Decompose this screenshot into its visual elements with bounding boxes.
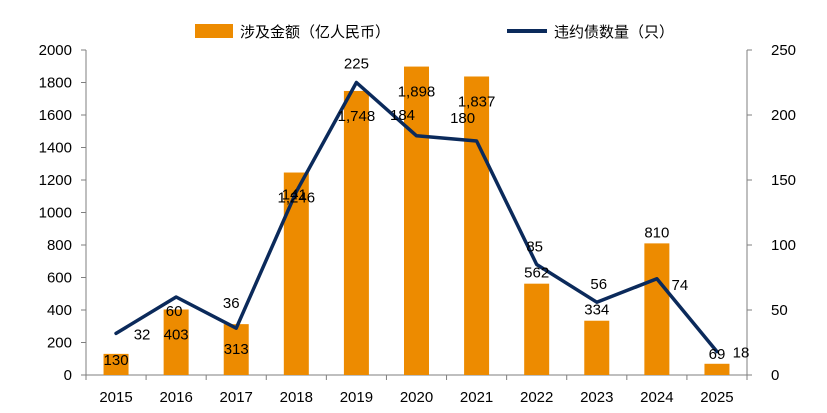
line-data-label: 60 — [166, 303, 183, 320]
line-data-label: 18 — [733, 345, 750, 362]
bar — [644, 243, 670, 375]
data-labels: 130 403 313 1,246 1,748 1,898 1,837 562 334 810 69… — [104, 56, 750, 370]
x-tick-label: 2020 — [400, 389, 433, 406]
legend: 涉及金额（亿人民币） 违约债数量（只） — [195, 23, 674, 41]
x-tick-label: 2023 — [580, 389, 613, 406]
left-tick-label: 800 — [47, 237, 72, 254]
bar — [163, 309, 189, 375]
right-tick-label: 100 — [771, 237, 796, 254]
bar — [584, 320, 610, 375]
x-tick-label: 2017 — [220, 389, 253, 406]
x-tick-label: 2016 — [159, 389, 192, 406]
x-tick-label: 2024 — [640, 389, 673, 406]
right-tick-label: 150 — [771, 172, 796, 189]
bar-data-label: 403 — [164, 327, 189, 344]
right-tick-label: 250 — [771, 42, 796, 59]
left-tick-label: 1600 — [39, 107, 72, 124]
left-tick-label: 0 — [64, 367, 72, 384]
x-tick-label: 2018 — [280, 389, 313, 406]
axes: 0 200 400 600 800 1000 1200 1400 1600 1800 2000 0 50… — [39, 42, 796, 406]
legend-label-count: 违约债数量（只） — [554, 23, 674, 41]
left-tick-label: 2000 — [39, 42, 72, 59]
bar — [404, 66, 429, 375]
bar-data-label: 313 — [224, 341, 249, 358]
left-tick-label: 200 — [47, 335, 72, 352]
left-tick-label: 1200 — [39, 172, 72, 189]
bar-series — [103, 66, 730, 376]
line-data-label: 36 — [223, 295, 240, 312]
legend-swatch-amount — [195, 24, 233, 38]
right-tick-label: 0 — [771, 367, 779, 384]
count-line — [114, 80, 719, 354]
bar — [343, 90, 369, 375]
bar-data-label: 1,837 — [458, 93, 496, 110]
bar-data-label: 69 — [709, 346, 726, 363]
x-tick-label: 2019 — [340, 389, 373, 406]
left-tick-label: 600 — [47, 270, 72, 287]
bar — [283, 172, 309, 375]
left-tick-label: 1000 — [39, 205, 72, 222]
line-data-label: 180 — [450, 110, 475, 127]
bar-data-label: 1,898 — [398, 84, 436, 101]
bar-data-label: 562 — [524, 265, 549, 282]
right-tick-label: 200 — [771, 107, 796, 124]
bar-data-label: 334 — [584, 302, 609, 319]
left-tick-label: 1400 — [39, 140, 72, 157]
line-data-label: 141 — [282, 187, 307, 204]
x-tick-label: 2021 — [460, 389, 493, 406]
x-tick-label: 2025 — [700, 389, 733, 406]
line-series — [114, 80, 719, 354]
line-data-label: 32 — [134, 326, 151, 343]
bar-data-label: 1,246 — [278, 190, 316, 207]
line-data-label: 225 — [344, 56, 369, 73]
right-tick-label: 50 — [771, 302, 788, 319]
line-data-label: 56 — [590, 276, 607, 293]
left-tick-label: 400 — [47, 302, 72, 319]
bar — [223, 324, 249, 375]
x-tick-label: 2015 — [99, 389, 132, 406]
bar — [524, 283, 550, 375]
bar-data-label: 810 — [644, 224, 669, 241]
bar — [704, 363, 730, 375]
bar — [464, 76, 490, 376]
left-tick-label: 1800 — [39, 75, 72, 92]
bar-data-label: 1,748 — [338, 108, 376, 125]
line-data-label: 184 — [390, 107, 415, 124]
legend-label-amount: 涉及金额（亿人民币） — [240, 23, 390, 41]
bar — [103, 353, 129, 375]
x-tick-label: 2022 — [520, 389, 553, 406]
line-data-label: 74 — [672, 277, 689, 294]
line-data-label: 85 — [526, 239, 543, 256]
bar-data-label: 130 — [104, 352, 129, 369]
